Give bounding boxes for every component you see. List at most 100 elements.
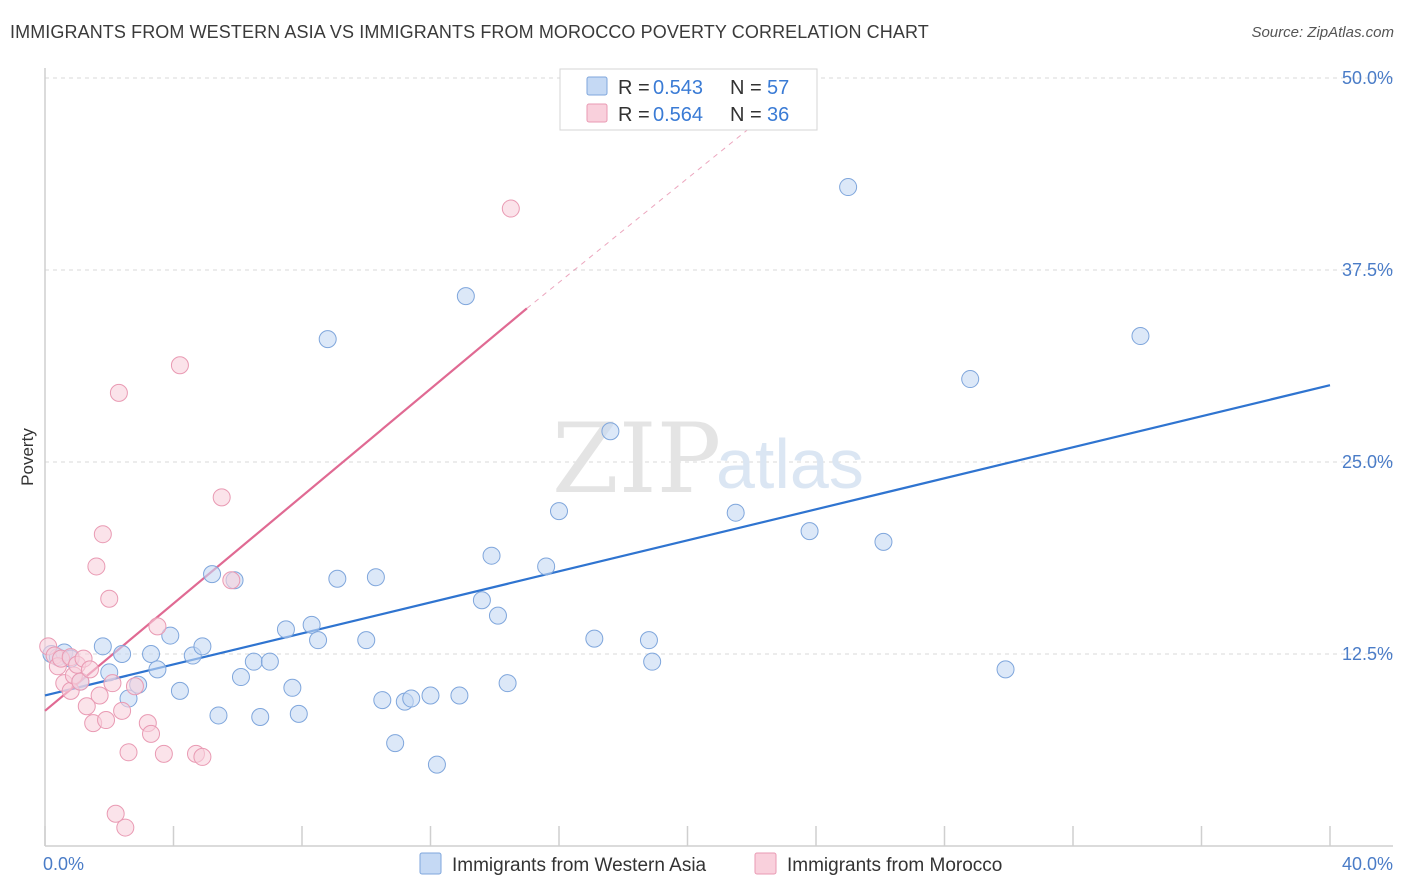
data-point-pink (154, 744, 173, 763)
data-point-pink (109, 383, 128, 402)
data-point-pink (193, 747, 212, 766)
data-point-blue (488, 606, 507, 625)
legend-r-value-blue: 0.543 (653, 77, 703, 99)
data-point-pink (125, 677, 144, 696)
data-point-pink (87, 557, 106, 576)
legend-swatch-pink (586, 103, 608, 123)
data-point-blue (601, 422, 620, 441)
data-point-pink (116, 818, 135, 837)
axes (44, 68, 1393, 847)
legend-n-value-pink: 36 (767, 104, 789, 126)
data-point-blue (537, 557, 556, 576)
data-point-blue (643, 652, 662, 671)
data-point-pink (93, 525, 112, 544)
data-points (39, 178, 1150, 837)
data-point-blue (800, 522, 819, 541)
legend-r-label-pink: R = (618, 104, 650, 126)
data-point-pink (77, 697, 96, 716)
data-point-blue (193, 637, 212, 656)
y-tick-label: 25.0% (1342, 452, 1393, 472)
data-point-pink (148, 617, 167, 636)
chart-title: IMMIGRANTS FROM WESTERN ASIA VS IMMIGRAN… (10, 22, 929, 42)
legend-n-label-pink: N = (730, 104, 762, 126)
series-legend-label-blue: Immigrants from Western Asia (452, 855, 707, 876)
watermark-atlas: atlas (716, 425, 864, 503)
data-point-pink (222, 571, 241, 590)
data-point-blue (1131, 327, 1150, 346)
data-point-blue (456, 287, 475, 306)
data-point-blue (639, 631, 658, 650)
data-point-pink (501, 199, 520, 218)
data-point-blue (386, 734, 405, 753)
data-point-blue (585, 629, 604, 648)
data-point-blue (726, 503, 745, 522)
y-tick-label: 37.5% (1342, 260, 1393, 280)
legend-r-value-pink: 0.564 (653, 104, 703, 126)
data-point-pink (71, 672, 90, 691)
series-legend-swatch-blue (419, 852, 442, 875)
data-point-blue (93, 637, 112, 656)
data-point-pink (106, 804, 125, 823)
source-credit: Source: ZipAtlas.com (1251, 24, 1394, 41)
data-point-blue (142, 645, 161, 663)
watermark-zip: ZIP (552, 403, 721, 515)
legend-swatch-blue (586, 76, 608, 96)
series-legend-swatch-pink (754, 852, 777, 875)
data-point-blue (302, 615, 321, 634)
data-point-blue (874, 532, 893, 551)
data-point-blue (366, 568, 385, 587)
data-point-blue (996, 660, 1015, 679)
data-point-blue (161, 626, 180, 645)
legend-r-label-blue: R = (618, 77, 650, 99)
data-point-blue (148, 660, 167, 679)
data-point-blue (244, 652, 263, 671)
series-pink (39, 199, 520, 837)
trend-lines (44, 112, 1331, 712)
data-point-blue (839, 178, 858, 197)
data-point-blue (472, 591, 491, 610)
data-point-pink (103, 674, 122, 693)
y-axis-title: Poverty (18, 428, 37, 486)
data-point-blue (170, 681, 189, 700)
data-point-blue (550, 502, 568, 521)
data-point-blue (276, 620, 295, 639)
data-point-blue (450, 686, 469, 705)
y-tick-label: 12.5% (1342, 644, 1393, 664)
data-point-pink (90, 686, 109, 705)
data-point-pink (212, 488, 231, 507)
data-point-blue (113, 645, 132, 663)
x-tick-label-min: 0.0% (43, 854, 84, 874)
data-point-blue (328, 569, 347, 588)
data-point-blue (421, 686, 440, 705)
series-legend-label-pink: Immigrants from Morocco (787, 855, 1002, 876)
trend-line-blue (44, 384, 1331, 697)
grid-lines (45, 77, 1393, 655)
data-point-pink (113, 701, 132, 720)
trend-extension-pink (526, 112, 769, 309)
series-legend: Immigrants from Western Asia Immigrants … (419, 852, 1002, 876)
data-point-pink (119, 743, 138, 762)
tick-labels: 12.5% 25.0% 37.5% 50.0% 0.0% 40.0% (43, 68, 1393, 874)
x-tick-label-max: 40.0% (1342, 854, 1393, 874)
data-point-pink (97, 711, 116, 730)
watermark: ZIP atlas (552, 403, 864, 515)
trend-line-pink (44, 307, 528, 712)
series-blue (42, 178, 1150, 774)
data-point-blue (283, 678, 302, 697)
legend-n-value-blue: 57 (767, 77, 789, 99)
data-point-pink (170, 356, 189, 375)
data-point-blue (498, 674, 517, 693)
data-point-blue (961, 370, 980, 389)
data-point-blue (309, 631, 328, 650)
correlation-legend: R = 0.543 N = 57 R = 0.564 N = 36 (559, 68, 818, 131)
data-point-blue (209, 706, 228, 725)
data-point-blue (402, 689, 421, 708)
data-point-blue (357, 631, 376, 650)
data-point-pink (142, 724, 161, 743)
data-point-blue (289, 704, 308, 723)
data-point-blue (482, 546, 501, 565)
data-point-blue (373, 691, 392, 710)
data-point-pink (100, 589, 119, 608)
data-point-pink (80, 660, 99, 679)
